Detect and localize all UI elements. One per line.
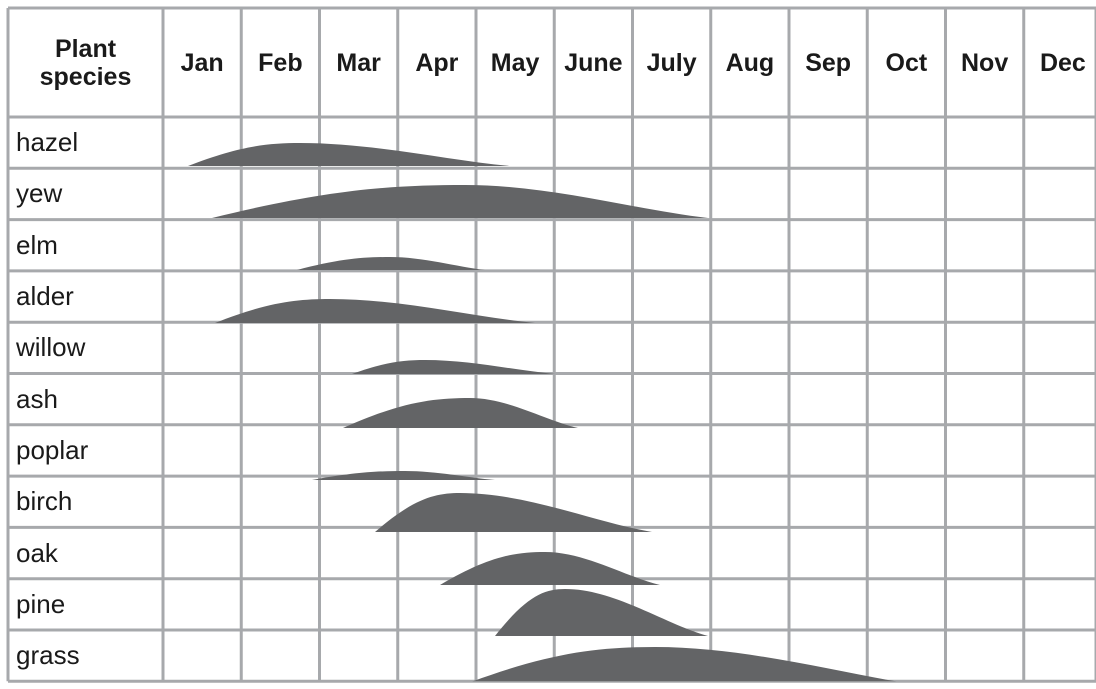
season-shape <box>212 185 708 218</box>
header-month: Apr <box>415 48 459 77</box>
row-label: poplar <box>16 434 89 465</box>
row-label: oak <box>16 537 58 568</box>
header-month: July <box>646 48 697 77</box>
season-shape <box>495 589 708 636</box>
header-month: Nov <box>961 48 1009 77</box>
season-shape <box>297 257 485 270</box>
header-month: June <box>564 48 623 77</box>
row-label: elm <box>16 229 58 260</box>
season-shape <box>188 143 510 166</box>
season-shape <box>440 552 660 585</box>
header-species: Plant species <box>39 34 132 91</box>
header-month: Oct <box>885 48 928 77</box>
season-shape <box>472 647 896 682</box>
header-month: Feb <box>258 48 303 77</box>
header-month: Mar <box>336 48 381 77</box>
row-label: pine <box>16 588 66 619</box>
row-label: yew <box>16 178 63 209</box>
row-label: grass <box>16 640 80 671</box>
row-label: ash <box>16 383 58 414</box>
season-shape <box>375 493 652 532</box>
header-month: Sep <box>805 48 852 77</box>
header-month: Jan <box>180 48 224 77</box>
season-shape <box>352 360 555 374</box>
season-shape <box>343 398 578 428</box>
season-shape <box>215 299 535 323</box>
header-month: Aug <box>725 48 775 77</box>
row-label: hazel <box>16 127 79 158</box>
header-month: Dec <box>1039 48 1086 77</box>
row-label: willow <box>16 332 86 363</box>
header-month: May <box>490 48 540 77</box>
row-label: birch <box>16 486 73 517</box>
season-shape <box>312 471 495 480</box>
row-label: alder <box>16 281 74 312</box>
